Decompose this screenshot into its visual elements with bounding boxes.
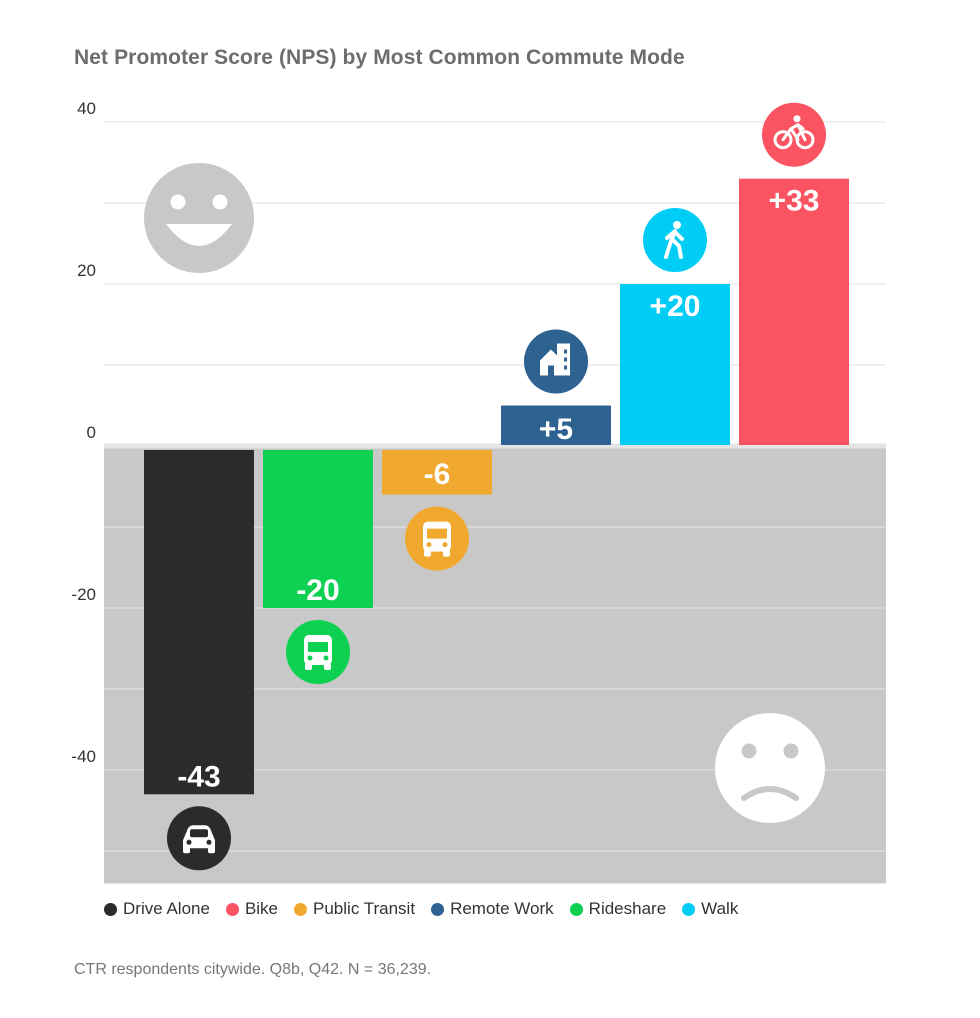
glyph (673, 221, 681, 229)
glyph (323, 655, 329, 661)
glyph (324, 663, 331, 670)
glyph (773, 130, 793, 150)
bar-drive-alone (144, 450, 254, 795)
face-mouth (166, 224, 232, 246)
data-label: -6 (424, 458, 451, 491)
legend-label: Rideshare (588, 899, 667, 918)
legend-item: Public Transit (294, 899, 415, 919)
glyph (183, 846, 190, 854)
glyph (424, 549, 431, 557)
glyph (540, 349, 562, 376)
bar-rideshare (263, 450, 373, 608)
face-circle (144, 163, 254, 273)
bike-icon (762, 102, 826, 167)
legend-label: Walk (701, 899, 739, 918)
data-label: -43 (177, 760, 220, 793)
legend-swatch (569, 902, 583, 916)
house-icon (524, 329, 588, 394)
glyph (427, 528, 447, 539)
y-tick-label: -40 (71, 747, 96, 766)
bar-remote-work (501, 405, 611, 445)
legend-item: Walk (682, 899, 738, 919)
glyph (793, 115, 801, 123)
legend-swatch (294, 902, 308, 916)
car-icon (167, 806, 231, 871)
legend: Drive Alone Bike Public Transit Remote Work… (104, 899, 738, 919)
y-tick-label: 0 (87, 423, 96, 442)
glyph (442, 542, 448, 548)
bus-icon (405, 506, 469, 571)
data-label: +33 (769, 185, 820, 218)
legend-item: Rideshare (569, 899, 667, 919)
walk-icon (643, 208, 707, 272)
happy-face-icon (144, 163, 254, 273)
legend-label: Remote Work (450, 899, 554, 918)
legend-swatch (225, 902, 239, 916)
footnote: CTR respondents citywide. Q8b, Q42. N = … (74, 961, 432, 978)
y-tick-label: 20 (77, 261, 96, 280)
legend-item: Bike (225, 899, 279, 919)
bar-public-transit (382, 450, 492, 495)
glyph (443, 549, 450, 557)
glyph (664, 229, 684, 259)
legend-label: Drive Alone (123, 899, 210, 918)
glyph (564, 349, 567, 354)
glyph (305, 663, 312, 670)
legend-label: Bike (244, 899, 279, 918)
van-icon (286, 620, 350, 684)
glyph (190, 829, 208, 838)
glyph (564, 357, 567, 362)
sad-face-icon (715, 713, 825, 823)
face-circle (715, 713, 825, 823)
data-label: +20 (650, 290, 701, 323)
y-tick-label: -20 (71, 585, 96, 604)
glyph (781, 123, 807, 142)
face-eye (741, 743, 757, 759)
bar-bike (739, 178, 849, 445)
legend-swatch (104, 902, 117, 916)
glyph (564, 365, 567, 370)
face-eye (212, 194, 228, 210)
face-eye (170, 194, 186, 210)
data-label: +5 (539, 413, 573, 446)
legend-swatch (431, 902, 445, 916)
chart-title: Net Promoter Score (NPS) by Most Common … (74, 46, 685, 69)
y-tick-label: 40 (77, 99, 96, 118)
glyph (426, 542, 432, 548)
face-mouth (741, 786, 799, 801)
bar-walk (620, 284, 730, 445)
glyph (206, 839, 212, 845)
glyph (186, 839, 192, 845)
legend-item: Drive Alone (104, 899, 210, 919)
data-label: -20 (296, 574, 339, 607)
legend-item: Remote Work (431, 899, 554, 919)
glyph (307, 655, 313, 661)
chart: 40 20 0 -20 -40 -43 -20 -6 +5 +20 +33 (71, 99, 886, 884)
glyph (208, 846, 215, 854)
glyph (308, 642, 328, 652)
legend-swatch (682, 902, 696, 916)
glyph (548, 365, 554, 376)
legend-label: Public Transit (313, 899, 416, 918)
face-eye (783, 743, 799, 759)
